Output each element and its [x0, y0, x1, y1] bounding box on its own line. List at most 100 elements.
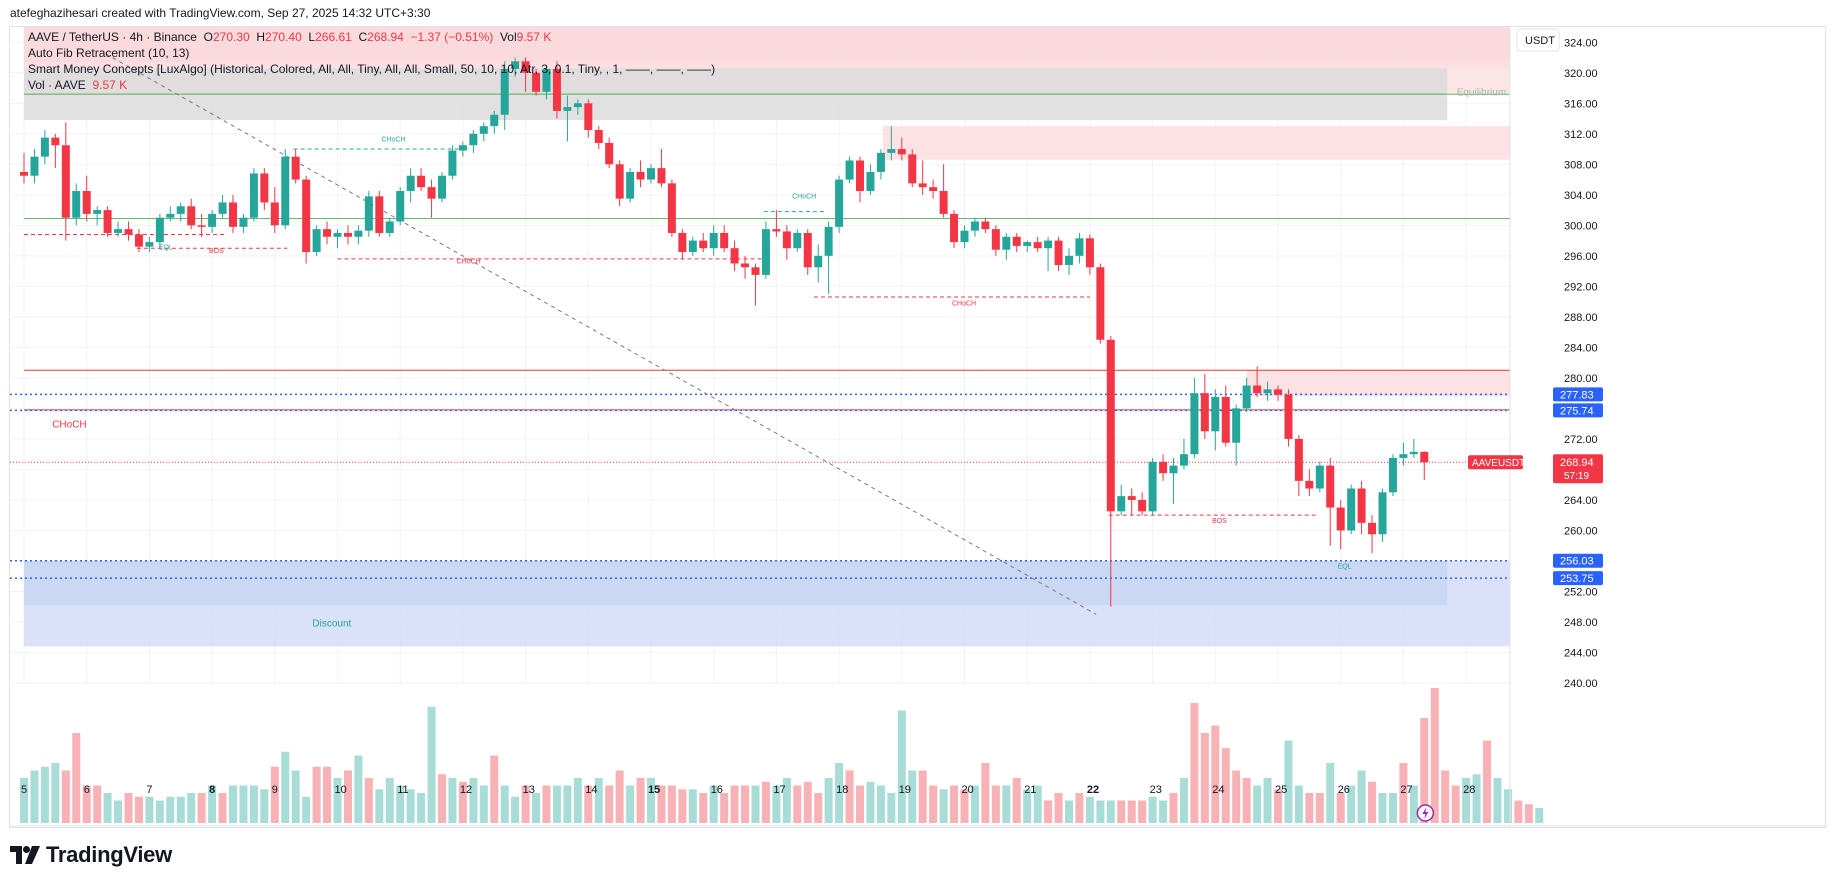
volume-bar — [1493, 778, 1502, 823]
volume-bar — [291, 770, 300, 823]
candle-up — [887, 149, 896, 153]
x-tick-label: 6 — [84, 784, 90, 796]
candle-up — [479, 126, 488, 134]
candle-down — [605, 142, 614, 165]
legend-fib[interactable]: Auto Fib Retracement (10, 13) — [28, 46, 190, 60]
candle-down — [291, 156, 300, 180]
candle-up — [1399, 454, 1408, 458]
volume-bar — [1388, 793, 1397, 823]
volume-bar — [1378, 793, 1387, 823]
candle-down — [782, 231, 791, 249]
candle-up — [1263, 389, 1272, 394]
candle-down — [1127, 496, 1136, 500]
candle-up — [469, 133, 478, 146]
tradingview-logo[interactable]: TradingView — [10, 842, 172, 868]
volume-bar — [249, 785, 258, 823]
volume-bar — [1169, 793, 1178, 823]
volume-bar — [114, 800, 123, 823]
legend-change: −1.37 (−0.51%) — [410, 30, 494, 44]
volume-bar — [385, 778, 394, 823]
chart-plot[interactable]: CHoCH Equilibrium Discount CHoCH CHoCH CHoCH C… — [10, 27, 1825, 827]
annotation-label: CHoCH — [792, 194, 816, 201]
candle-up — [970, 221, 979, 231]
chart-credit: atefeghazihesari created with TradingVie… — [10, 6, 431, 20]
candle-up — [281, 156, 290, 226]
candle-down — [1326, 465, 1335, 508]
volume-bar — [1420, 718, 1429, 823]
supply-zone-mid — [882, 126, 1510, 160]
candle-down — [1336, 507, 1345, 531]
annotation-label: BOS — [209, 248, 224, 255]
x-tick-label: 7 — [146, 784, 152, 796]
candle-up — [239, 217, 248, 227]
legend-volume-value: 9.57 K — [92, 78, 128, 92]
volume-bar — [782, 778, 791, 823]
volume-bar — [1179, 778, 1188, 823]
discount-zone-light — [24, 560, 1510, 647]
candle-down — [584, 103, 593, 130]
volume-bar — [302, 796, 311, 823]
candle-down — [323, 229, 332, 237]
volume-bar — [417, 793, 426, 823]
y-tick-label: 288.00 — [1564, 312, 1598, 324]
volume-bar — [82, 785, 91, 823]
candle-down — [228, 202, 237, 227]
legend-smc[interactable]: Smart Money Concepts [LuxAlgo] (Historic… — [28, 62, 716, 76]
legend-vol-label: Vol — [499, 30, 517, 44]
volume-bar — [1430, 688, 1439, 823]
legend-close: 268.94 — [367, 30, 404, 44]
legend-volume[interactable]: Vol · AAVE 9.57 K — [28, 77, 127, 93]
chart-frame[interactable]: CHoCH Equilibrium Discount CHoCH CHoCH CHoCH C… — [9, 26, 1826, 828]
volume-bar — [751, 785, 760, 823]
candle-down — [678, 232, 687, 253]
volume-bar — [1305, 793, 1314, 823]
volume-bar — [1106, 800, 1115, 823]
candle-down — [1274, 389, 1282, 395]
premium-zone-top — [24, 27, 1510, 69]
volume-bar — [1368, 781, 1377, 823]
candle-down — [939, 191, 948, 214]
volume-bar — [438, 774, 447, 823]
candle-down — [1138, 499, 1147, 512]
volume-bar — [845, 770, 854, 823]
volume-bar — [61, 770, 70, 823]
price-tag — [1553, 403, 1603, 418]
volume-bar — [1315, 793, 1324, 823]
x-tick-label: 14 — [585, 784, 597, 796]
volume-bar — [835, 763, 844, 823]
candle-up — [876, 152, 885, 172]
y-tick-label: 324.00 — [1564, 37, 1598, 49]
volume-bar — [176, 796, 185, 823]
candle-up — [396, 191, 405, 222]
volume-bar — [51, 763, 60, 823]
volume-bar — [1524, 804, 1533, 823]
volume-bar — [1294, 785, 1303, 823]
volume-bar — [396, 785, 405, 823]
candle-up — [1148, 461, 1157, 512]
y-tick-label: 280.00 — [1564, 373, 1598, 385]
annotation-label: EQL — [1338, 564, 1352, 571]
volume-bar — [636, 778, 645, 823]
candle-down — [950, 213, 959, 243]
volume-bar — [866, 781, 875, 823]
legend-c-label: C — [358, 30, 368, 44]
candle-down — [803, 232, 812, 268]
candle-up — [1002, 236, 1011, 250]
volume-bar — [270, 766, 279, 823]
candle-up — [626, 171, 635, 199]
volume-bar — [166, 796, 175, 823]
volume-bar — [333, 778, 342, 823]
candle-down — [1106, 339, 1115, 512]
volume-bar — [709, 785, 718, 823]
volume-bar — [1242, 778, 1251, 823]
volume-bar — [500, 785, 509, 823]
legend-symbol[interactable]: AAVE / TetherUS · 4h · Binance — [28, 30, 197, 44]
volume-bar — [1441, 770, 1450, 823]
volume-bar — [678, 789, 687, 823]
candle-down — [260, 173, 269, 203]
candle-up — [145, 242, 154, 247]
candle-up — [1378, 492, 1387, 535]
volume-bar — [532, 793, 541, 823]
volume-bar — [876, 785, 885, 823]
volume-bar — [1096, 800, 1105, 823]
